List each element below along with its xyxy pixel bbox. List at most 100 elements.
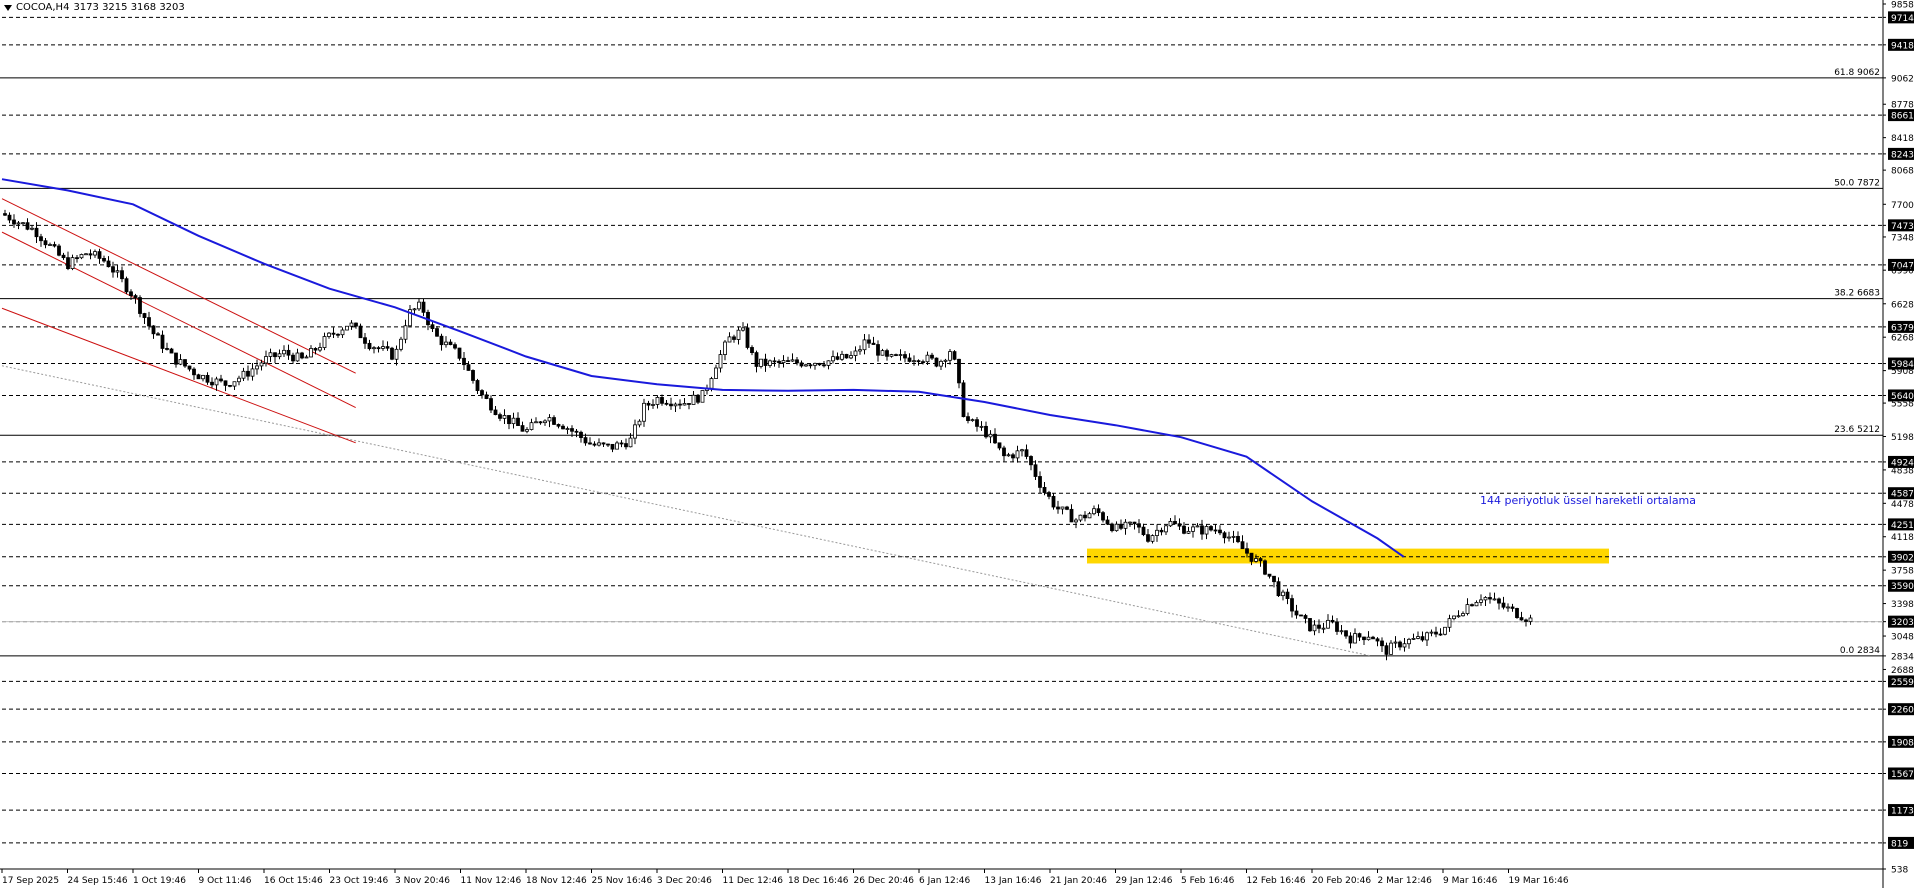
candle-body [1474, 602, 1479, 607]
candle-body [552, 417, 556, 425]
x-tick-label: 11 Dec 12:46 [723, 876, 784, 886]
candle-body [30, 227, 34, 230]
candle-body [421, 301, 426, 313]
y-tick-label: 7700 [1891, 201, 1914, 211]
x-tick-label: 2 Mar 12:46 [1378, 876, 1433, 886]
price-box [1888, 320, 1914, 333]
candle-body [1200, 525, 1204, 535]
candle-body [498, 414, 502, 419]
x-tick-label: 11 Nov 12:46 [461, 876, 522, 886]
candle-body [1146, 534, 1150, 542]
candle-body [1321, 627, 1326, 630]
candle-body [66, 257, 70, 269]
candle-body [754, 352, 759, 367]
y-tick-label: 8778 [1891, 101, 1914, 111]
y-tick-label: 3048 [1891, 633, 1914, 643]
candle-body [723, 341, 727, 355]
candle-body [1366, 636, 1371, 641]
candle-body [349, 322, 354, 327]
price-box-label: 3203 [1891, 618, 1914, 628]
x-tick-label: 13 Jan 16:46 [985, 876, 1042, 886]
candle-body [889, 354, 894, 357]
fibonacci-label: 0.0 2834 [1840, 646, 1880, 656]
candle-body [799, 362, 804, 367]
candle-body [43, 240, 48, 246]
price-box-label: 6379 [1891, 323, 1914, 333]
candle-body [88, 253, 93, 256]
candle-body [61, 254, 66, 259]
candle-body [376, 347, 381, 350]
candle-body [1227, 536, 1231, 539]
x-tick-label: 3 Dec 20:46 [657, 876, 712, 886]
candle-body [1456, 615, 1461, 618]
price-box-label: 8661 [1891, 112, 1914, 122]
candle-body [1483, 597, 1488, 601]
price-box [1888, 804, 1914, 817]
price-box-label: 1567 [1891, 770, 1914, 780]
candle-body [489, 398, 493, 411]
symbol-label: COCOA,H4 [16, 2, 70, 13]
candle-body [340, 329, 345, 336]
candle-body [1438, 633, 1443, 636]
candle-body [745, 327, 750, 348]
candle-body [1114, 523, 1119, 532]
candle-body [916, 360, 921, 363]
candle-body [1065, 506, 1069, 510]
candle-body [588, 442, 592, 445]
candle-body [192, 368, 196, 376]
candle-body [205, 374, 210, 383]
candle-body [979, 425, 984, 428]
dropdown-triangle-icon[interactable] [4, 4, 12, 11]
candle-body [1213, 529, 1218, 532]
candle-body [250, 368, 255, 377]
candle-body [597, 442, 601, 446]
candle-body [147, 317, 151, 327]
candle-body [993, 433, 997, 444]
candle-body [1105, 519, 1110, 525]
price-box-label: 3590 [1891, 582, 1914, 592]
price-box-label: 3902 [1891, 553, 1914, 563]
candle-body [1299, 614, 1303, 617]
y-tick-label: 8068 [1891, 167, 1914, 177]
ohlc-readout: 3173 3215 3168 3203 [73, 2, 185, 13]
candle-body [471, 370, 475, 381]
candle-body [1497, 598, 1501, 604]
candle-body [277, 353, 282, 358]
candle-body [1056, 506, 1060, 510]
candle-body [606, 443, 610, 446]
candle-body [628, 437, 633, 448]
candle-body [826, 360, 831, 366]
y-tick-label: 6990 [1891, 267, 1914, 277]
candle-body [156, 333, 160, 336]
candle-body [1434, 631, 1438, 635]
candle-body [336, 333, 340, 336]
candle-body [813, 362, 817, 366]
x-tick-label: 20 Feb 20:46 [1312, 876, 1371, 886]
candle-body [1330, 619, 1335, 623]
candle-body [795, 359, 799, 364]
candle-body [16, 222, 21, 225]
candle-body [1506, 606, 1510, 609]
candle-body [696, 394, 700, 403]
y-tick-label: 538 [1891, 866, 1908, 876]
x-tick-label: 12 Feb 16:46 [1247, 876, 1306, 886]
price-box-label: 8243 [1891, 150, 1914, 160]
candle-body [1236, 535, 1240, 543]
y-tick-label: 9062 [1891, 74, 1914, 84]
ema-annotation: 144 periyotluk üssel hareketli ortalama [1480, 494, 1696, 507]
candle-body [772, 360, 777, 363]
candle-body [975, 419, 979, 427]
price-box [1888, 11, 1914, 24]
candle-body [727, 336, 732, 343]
candle-body [1389, 642, 1393, 655]
candle-body [142, 313, 147, 318]
candle-body [939, 360, 943, 367]
candle-body [1231, 535, 1236, 538]
candle-body [1002, 447, 1006, 457]
candle-body [1083, 514, 1087, 519]
candle-body [1195, 525, 1200, 528]
price-box [1888, 258, 1914, 271]
candle-body [574, 430, 579, 433]
price-box-label: 2559 [1891, 678, 1914, 688]
